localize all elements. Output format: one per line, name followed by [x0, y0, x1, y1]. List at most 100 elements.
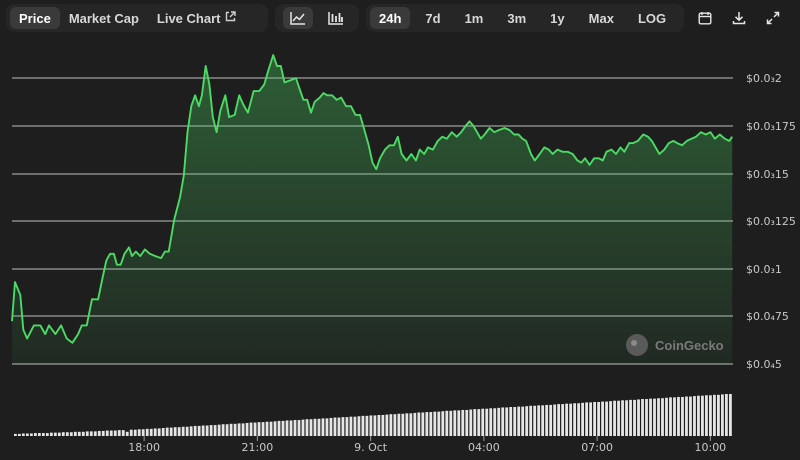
- fullscreen-icon[interactable]: [758, 7, 788, 29]
- volume-bar: [537, 405, 541, 436]
- volume-bar: [713, 394, 716, 436]
- volume-bar: [593, 401, 596, 436]
- volume-bar: [689, 396, 692, 436]
- volume-bar: [589, 402, 592, 436]
- tab-range-24h[interactable]: 24h: [370, 7, 411, 29]
- volume-bar: [529, 405, 533, 436]
- tab-range-3m-label: 3m: [507, 10, 527, 26]
- tab-price[interactable]: Price: [10, 7, 60, 29]
- volume-bar: [209, 425, 213, 436]
- tab-range-max[interactable]: Max: [580, 7, 623, 29]
- volume-bar: [41, 433, 45, 436]
- volume-bar: [253, 422, 257, 436]
- volume-bar: [501, 407, 505, 436]
- volume-bar: [517, 406, 521, 436]
- download-icon[interactable]: [724, 7, 754, 29]
- volume-bar: [193, 425, 197, 436]
- volume-bar: [533, 405, 537, 436]
- volume-bar: [505, 407, 509, 436]
- volume-bar: [233, 423, 237, 436]
- volume-bar: [625, 400, 628, 436]
- volume-bar: [229, 423, 233, 436]
- volume-bar: [489, 408, 493, 436]
- volume-bar: [93, 431, 97, 436]
- volume-bar: [69, 432, 73, 436]
- volume-bar: [721, 394, 724, 436]
- volume-bar: [545, 404, 549, 436]
- volume-bar: [405, 413, 409, 436]
- price-line: [11, 54, 733, 344]
- tab-range-1m[interactable]: 1m: [456, 7, 493, 29]
- volume-bar: [249, 422, 253, 436]
- volume-bar: [605, 401, 608, 436]
- volume-bar: [241, 423, 245, 436]
- volume-bar: [613, 400, 616, 436]
- tab-range-log[interactable]: LOG: [629, 7, 675, 29]
- y-axis-labels: $0.0₃2 $0.0₃175 $0.0₃15 $0.0₃125 $0.0₃1 $0.0₄…: [746, 72, 796, 371]
- volume-bar: [61, 432, 65, 436]
- volume-bar: [601, 401, 604, 436]
- tab-range-1y[interactable]: 1y: [541, 7, 573, 29]
- tab-market-cap[interactable]: Market Cap: [60, 7, 148, 29]
- volume-bar: [225, 424, 229, 436]
- volume-bar: [717, 394, 720, 436]
- volume-bar: [97, 430, 101, 436]
- candlestick-chart-icon[interactable]: [321, 7, 351, 29]
- volume-bar: [369, 415, 373, 436]
- action-icon-group: [684, 4, 794, 32]
- volume-bar: [217, 424, 221, 436]
- volume-bar: [645, 399, 648, 436]
- chart-toolbar: Price Market Cap Live Chart 24h 7d 1m 3m…: [0, 0, 800, 38]
- calendar-icon[interactable]: [690, 7, 720, 29]
- volume-bar: [697, 395, 700, 436]
- volume-bar: [273, 421, 277, 436]
- volume-bar: [113, 430, 117, 436]
- volume-bar: [461, 409, 465, 436]
- volume-bar: [609, 401, 612, 436]
- tab-live-chart[interactable]: Live Chart: [148, 7, 246, 29]
- tab-range-log-label: LOG: [637, 10, 667, 26]
- volume-bar: [521, 406, 525, 436]
- volume-bar: [673, 397, 676, 436]
- volume-bar: [125, 431, 129, 436]
- volume-bar: [685, 396, 688, 436]
- volume-bar: [629, 399, 632, 436]
- volume-bar: [353, 416, 357, 436]
- volume-bar: [165, 427, 169, 436]
- volume-bar: [14, 433, 17, 436]
- volume-bar: [293, 420, 297, 436]
- volume-bar: [17, 433, 21, 436]
- volume-bar: [269, 421, 273, 436]
- volume-bar: [641, 399, 644, 436]
- volume-bar: [297, 420, 301, 436]
- volume-bar: [437, 411, 441, 436]
- volume-bar: [425, 412, 429, 436]
- volume-bar: [29, 433, 33, 436]
- volume-bar: [665, 397, 668, 436]
- volume-bar: [105, 430, 109, 436]
- volume-bar: [485, 408, 489, 436]
- volume-bar: [401, 413, 405, 436]
- x-tick-label: 9. Oct: [354, 441, 388, 454]
- volume-bar: [577, 403, 581, 436]
- volume-bar: [221, 424, 225, 436]
- volume-bar: [557, 404, 561, 436]
- volume-bar: [189, 426, 193, 436]
- volume-bar: [285, 420, 289, 436]
- volume-bar: [417, 412, 421, 436]
- volume-bar: [373, 415, 377, 436]
- line-chart-icon[interactable]: [283, 7, 313, 29]
- volume-bar: [653, 398, 656, 436]
- volume-bar: [201, 425, 205, 436]
- tab-range-3m[interactable]: 3m: [498, 7, 535, 29]
- volume-bar: [257, 422, 261, 436]
- price-area: [12, 55, 733, 364]
- volume-bar: [177, 427, 181, 436]
- volume-bar: [141, 429, 145, 436]
- volume-bar: [37, 433, 41, 436]
- tab-range-7d[interactable]: 7d: [416, 7, 449, 29]
- volume-bar: [101, 430, 105, 436]
- volume-bar: [309, 419, 313, 436]
- volume-bar: [693, 396, 696, 436]
- volume-bar: [661, 398, 664, 436]
